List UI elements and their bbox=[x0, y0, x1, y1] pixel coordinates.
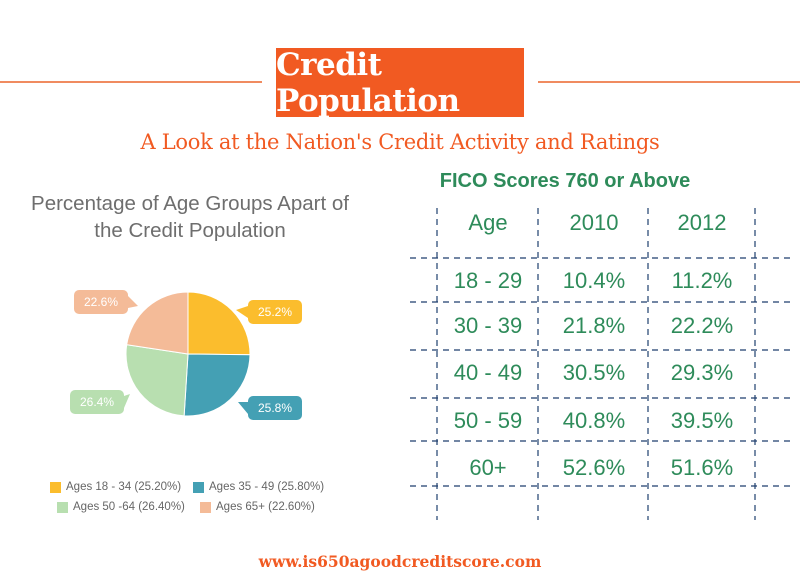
pie-callout-box bbox=[74, 290, 128, 314]
table-cell: 21.8% bbox=[562, 313, 626, 338]
pie-chart-title: Percentage of Age Groups Apart of the Cr… bbox=[0, 190, 380, 244]
pie-slice bbox=[187, 291, 251, 356]
pie-callout-pointer bbox=[128, 296, 138, 308]
legend-label: Ages 35 - 49 (25.80%) bbox=[209, 481, 325, 493]
pie-data-label: 22.6% bbox=[84, 295, 118, 309]
pie-slice bbox=[125, 344, 189, 417]
legend-item: Ages 35 - 49 (25.80%) bbox=[193, 481, 324, 493]
table-header-cell: 2010 bbox=[569, 210, 619, 235]
pie-slice bbox=[183, 353, 251, 417]
table-cell: 11.2% bbox=[671, 268, 733, 293]
pie-slice bbox=[126, 291, 189, 355]
legend-item: Ages 65+ (22.60%) bbox=[200, 501, 315, 513]
legend-label: Ages 18 - 34 (25.20%) bbox=[66, 481, 182, 493]
pie-title-line-2: the Credit Population bbox=[94, 219, 286, 242]
pie-title-line-1: Percentage of Age Groups Apart of bbox=[31, 192, 349, 215]
pie-callout-box bbox=[248, 396, 302, 420]
page-title: Credit Population bbox=[276, 47, 524, 119]
pie-data-label: 26.4% bbox=[80, 395, 114, 409]
table-cell: 22.2% bbox=[670, 313, 734, 338]
table-cell: 10.4% bbox=[562, 268, 626, 293]
pie-callout-box bbox=[70, 390, 124, 414]
legend-label: Ages 50 -64 (26.40%) bbox=[73, 501, 185, 513]
legend-swatch bbox=[200, 501, 211, 513]
table-cell: 30.5% bbox=[562, 360, 626, 385]
pie-callout-pointer bbox=[124, 394, 130, 408]
header-rule-right bbox=[538, 81, 800, 83]
table-header-cell: Age bbox=[468, 210, 508, 235]
fico-table-title: FICO Scores 760 or Above bbox=[439, 170, 691, 192]
table-cell: 60+ bbox=[469, 455, 507, 480]
page-subtitle: A Look at the Nation's Credit Activity a… bbox=[140, 130, 660, 154]
legend-item: Ages 50 -64 (26.40%) bbox=[57, 501, 185, 513]
table-cell: 40 - 49 bbox=[453, 360, 523, 385]
pie-callout-box bbox=[248, 300, 302, 324]
table-header-cell: 2012 bbox=[677, 210, 727, 235]
table-cell: 52.6% bbox=[562, 455, 626, 480]
footer-url[interactable]: www.is650agoodcreditscore.com bbox=[258, 552, 542, 571]
table-cell: 18 - 29 bbox=[453, 268, 523, 293]
legend-label: Ages 65+ (22.60%) bbox=[216, 501, 315, 513]
table-cell: 50 - 59 bbox=[453, 408, 523, 433]
pie-callout-pointer bbox=[238, 402, 248, 414]
header-rule-left bbox=[0, 81, 262, 83]
pie-callout-pointer bbox=[236, 306, 248, 318]
table-cell: 30 - 39 bbox=[453, 313, 523, 338]
table-cell: 29.3% bbox=[670, 360, 734, 385]
legend-swatch bbox=[57, 501, 68, 513]
table-cell: 51.6% bbox=[670, 455, 734, 480]
pie-data-label: 25.8% bbox=[258, 401, 292, 415]
table-cell: 40.8% bbox=[562, 408, 626, 433]
legend-swatch bbox=[193, 481, 204, 493]
legend-item: Ages 18 - 34 (25.20%) bbox=[50, 481, 181, 493]
table-cell: 39.5% bbox=[670, 408, 734, 433]
legend-swatch bbox=[50, 481, 61, 493]
pie-chart: 25.2% 25.8% 26.4% 22.6% bbox=[70, 290, 302, 420]
pie-data-label: 25.2% bbox=[258, 305, 292, 319]
